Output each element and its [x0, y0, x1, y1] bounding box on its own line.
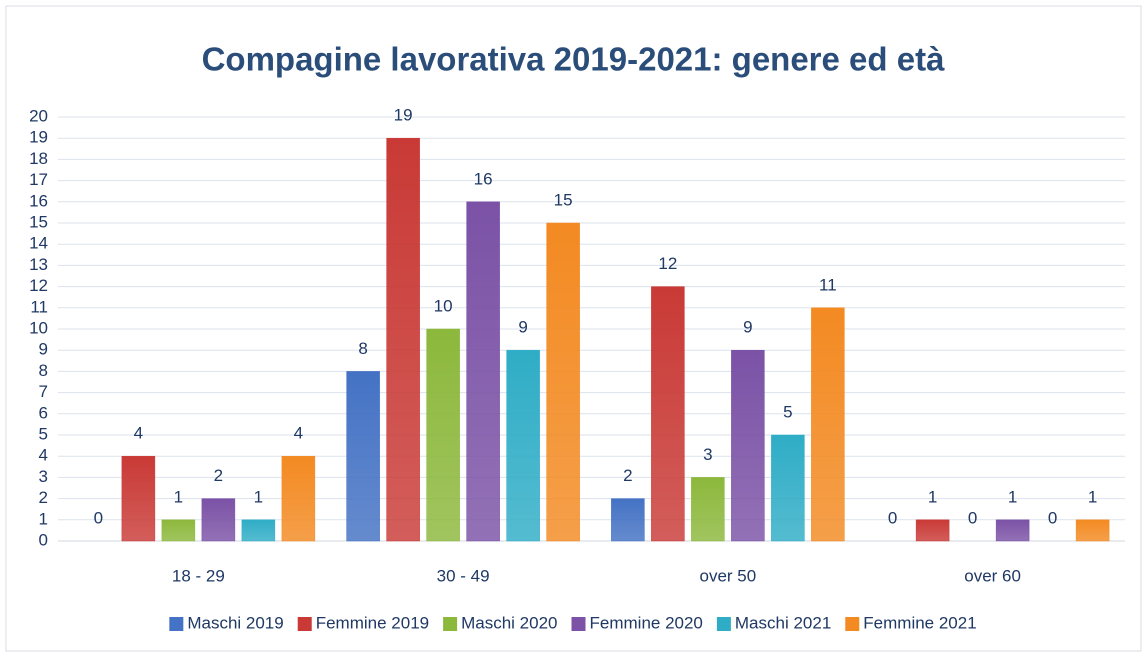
legend-item: Femmine 2021 [845, 613, 977, 632]
bar [426, 328, 460, 542]
value-label: 19 [394, 106, 413, 125]
y-tick-label: 6 [39, 403, 48, 422]
bar [771, 434, 805, 542]
legend-swatch [571, 617, 586, 631]
value-label: 11 [819, 275, 837, 294]
value-label: 1 [174, 487, 183, 506]
x-tick-label: over 50 [700, 566, 757, 585]
chart-title: Compagine lavorativa 2019-2021: genere e… [202, 41, 945, 78]
y-tick-label: 15 [29, 212, 48, 231]
y-tick-label: 0 [39, 530, 48, 549]
value-label: 9 [743, 318, 752, 337]
y-tick-label: 2 [39, 488, 48, 507]
legend-swatch [169, 617, 184, 631]
legend-swatch [716, 617, 731, 631]
legend: Maschi 2019 Femmine 2019 Maschi 2020 Femmin… [169, 613, 977, 632]
legend-swatch [297, 617, 312, 631]
bar [1075, 519, 1110, 542]
y-tick-label: 17 [29, 170, 48, 189]
bar [506, 349, 540, 542]
bar [386, 137, 420, 542]
value-label: 8 [358, 339, 367, 358]
value-label: 3 [703, 445, 712, 464]
value-label: 16 [474, 169, 493, 188]
x-tick-label: 30 - 49 [437, 566, 490, 585]
value-label: 1 [1008, 487, 1017, 506]
y-tick-label: 13 [29, 255, 48, 274]
value-label: 10 [434, 296, 453, 315]
bar [281, 455, 316, 542]
legend-item: Femmine 2020 [571, 613, 703, 632]
y-tick-label: 19 [29, 128, 48, 147]
bar [201, 498, 236, 542]
bar [811, 307, 845, 542]
value-label: 0 [94, 508, 103, 527]
legend-label: Maschi 2019 [187, 613, 283, 632]
value-label: 4 [134, 424, 143, 443]
legend-item: Femmine 2019 [297, 613, 429, 632]
value-label: 2 [214, 466, 223, 485]
legend-label: Femmine 2020 [590, 613, 703, 632]
value-label: 1 [1088, 487, 1097, 506]
bar [915, 519, 950, 542]
value-label: 0 [888, 508, 897, 527]
x-tick-label: over 60 [964, 566, 1021, 585]
y-tick-label: 16 [29, 191, 48, 210]
bar [346, 371, 380, 542]
value-label: 1 [254, 487, 263, 506]
y-tick-label: 4 [39, 446, 48, 465]
legend-swatch [845, 617, 860, 631]
y-tick-label: 8 [39, 361, 48, 380]
legend-swatch [443, 617, 458, 631]
value-label: 0 [1048, 508, 1057, 527]
bar [995, 519, 1030, 542]
value-label: 12 [658, 254, 677, 273]
y-tick-label: 14 [29, 234, 48, 253]
value-label: 0 [968, 508, 977, 527]
y-tick-label: 18 [29, 149, 48, 168]
value-label: 4 [294, 424, 303, 443]
bar [611, 498, 645, 542]
value-label: 5 [783, 402, 792, 421]
y-tick-label: 7 [39, 382, 48, 401]
bar [731, 349, 765, 542]
value-label: 9 [518, 318, 527, 337]
bar [651, 286, 685, 542]
y-tick-label: 1 [39, 509, 48, 528]
y-tick-label: 3 [39, 467, 48, 486]
legend-label: Maschi 2020 [461, 613, 557, 632]
legend-item: Maschi 2020 [443, 613, 558, 632]
bar [121, 455, 156, 542]
bar [546, 222, 580, 542]
y-tick-label: 10 [29, 318, 48, 337]
y-tick-label: 9 [39, 340, 48, 359]
bar [161, 519, 196, 542]
y-tick-label: 11 [30, 297, 48, 316]
value-label: 1 [928, 487, 937, 506]
bar [466, 201, 500, 542]
y-tick-label: 5 [39, 424, 48, 443]
value-label: 15 [554, 190, 573, 209]
x-tick-label: 18 - 29 [172, 566, 225, 585]
legend-label: Maschi 2021 [735, 613, 831, 632]
y-tick-label: 12 [29, 276, 48, 295]
bar [691, 477, 725, 542]
legend-label: Femmine 2019 [316, 613, 429, 632]
y-tick-label: 20 [29, 106, 48, 125]
bar [241, 519, 276, 542]
value-label: 2 [623, 466, 632, 485]
legend-label: Femmine 2021 [863, 613, 976, 632]
legend-item: Maschi 2019 [169, 613, 284, 632]
legend-item: Maschi 2021 [716, 613, 831, 632]
